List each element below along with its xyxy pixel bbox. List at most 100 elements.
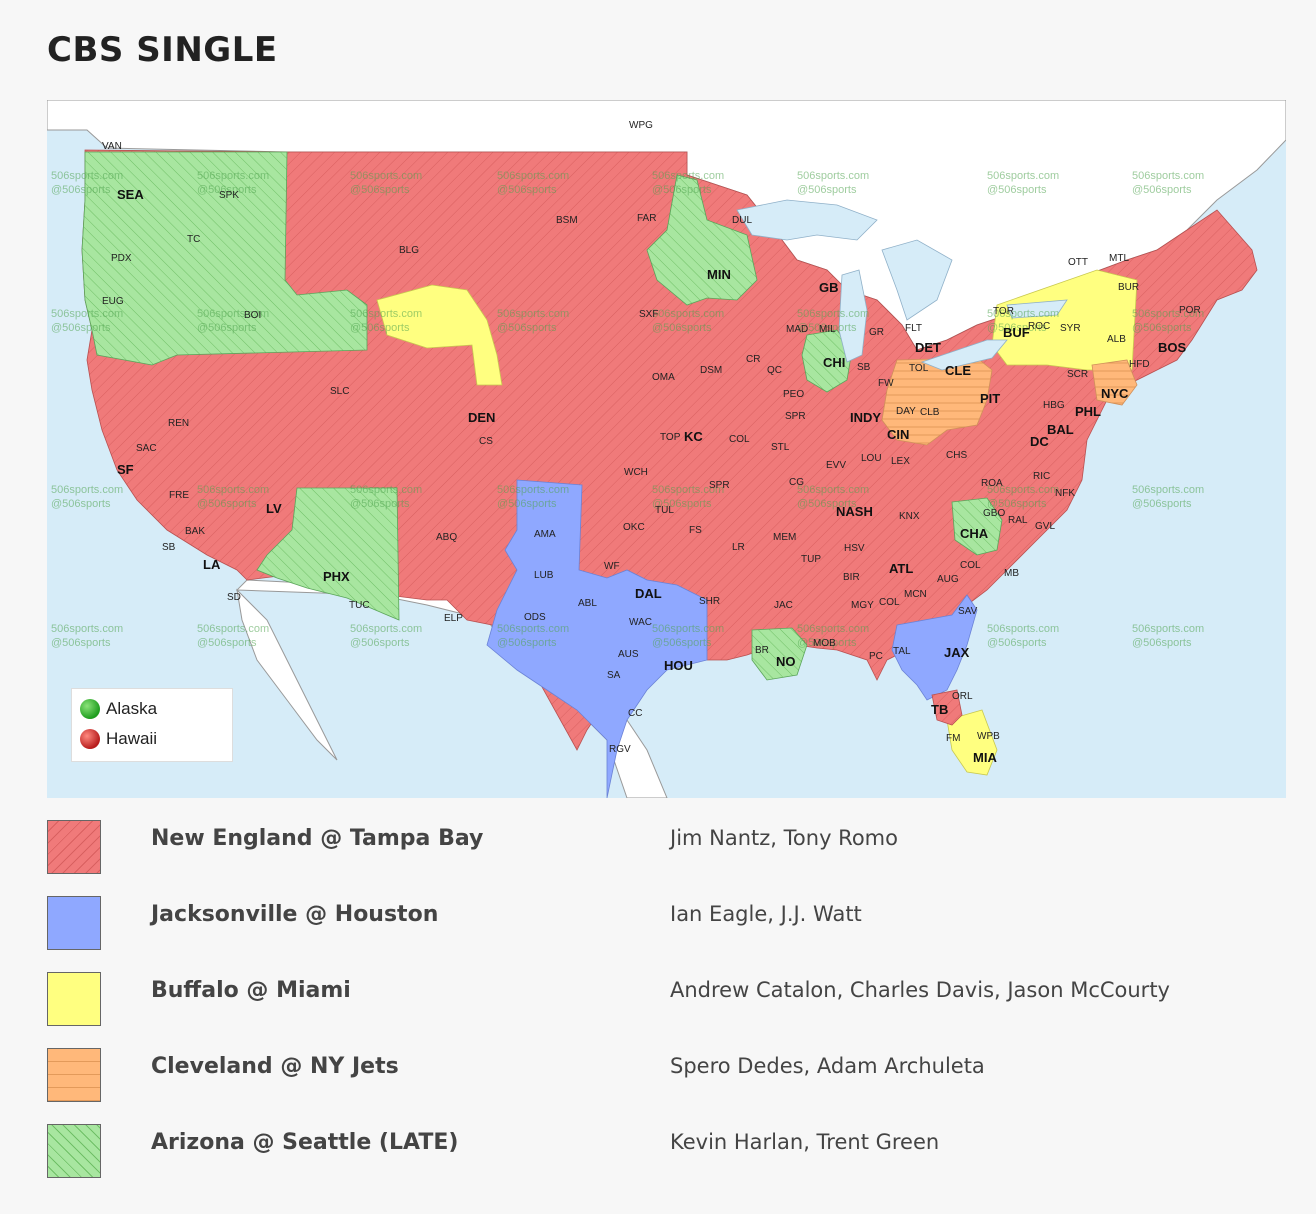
region-tb-fl bbox=[931, 689, 963, 726]
region-arizona-seattle-cha bbox=[951, 497, 1003, 556]
city-label: TOR bbox=[993, 306, 1014, 317]
svg-text:506sports.com: 506sports.com bbox=[51, 308, 123, 320]
city-label: TC bbox=[187, 234, 200, 245]
city-label: MCN bbox=[904, 589, 927, 600]
svg-text:506sports.com: 506sports.com bbox=[497, 623, 569, 635]
city-label: MIL bbox=[819, 324, 836, 335]
city-label: RAL bbox=[1008, 515, 1028, 526]
city-label: MEM bbox=[773, 532, 796, 543]
legend-game: Arizona @ Seattle (LATE) bbox=[151, 1130, 459, 1155]
city-label: STL bbox=[771, 442, 790, 453]
city-label: BOS bbox=[1158, 340, 1187, 355]
city-label: BUR bbox=[1118, 282, 1139, 293]
city-label: NASH bbox=[836, 504, 873, 519]
svg-text:@506sports: @506sports bbox=[987, 322, 1047, 334]
svg-text:@506sports: @506sports bbox=[797, 322, 857, 334]
legend-game: Jacksonville @ Houston bbox=[151, 902, 439, 927]
legend-crew: Kevin Harlan, Trent Green bbox=[670, 1130, 940, 1154]
city-label: LUB bbox=[534, 570, 554, 581]
legend-row: New England @ Tampa Bay Jim Nantz, Tony … bbox=[47, 820, 1286, 876]
region-arizona-seattle-no bbox=[751, 627, 808, 681]
city-label: WCH bbox=[624, 467, 648, 478]
svg-text:506sports.com: 506sports.com bbox=[51, 623, 123, 635]
city-label: SD bbox=[227, 592, 241, 603]
city-label: PEO bbox=[783, 389, 804, 400]
city-label: ODS bbox=[524, 612, 546, 623]
city-label: WAC bbox=[629, 617, 652, 628]
region-arizona-seattle-az bbox=[256, 487, 400, 621]
city-label: OTT bbox=[1068, 257, 1088, 268]
city-label: HOU bbox=[664, 658, 693, 673]
city-label: MIA bbox=[973, 750, 997, 765]
city-label: MTL bbox=[1109, 253, 1129, 264]
region-cleveland-ny-jets-nyc bbox=[1091, 359, 1138, 406]
city-label: LR bbox=[732, 542, 745, 553]
swatch-jacksonville-houston bbox=[47, 896, 101, 950]
city-label: CR bbox=[746, 354, 760, 365]
city-label: KNX bbox=[899, 511, 920, 522]
city-label: AUG bbox=[937, 574, 959, 585]
city-label: GBO bbox=[983, 508, 1005, 519]
svg-text:506sports.com: 506sports.com bbox=[197, 623, 269, 635]
city-label: JAC bbox=[774, 600, 793, 611]
lake-superior bbox=[736, 199, 878, 241]
red-dot-icon bbox=[80, 729, 100, 749]
region-jacksonville-houston-fl bbox=[891, 594, 978, 701]
svg-text:506sports.com: 506sports.com bbox=[652, 484, 724, 496]
svg-text:@506sports: @506sports bbox=[652, 637, 712, 649]
city-label: PHX bbox=[323, 569, 350, 584]
legend-game: Cleveland @ NY Jets bbox=[151, 1054, 399, 1079]
legend-crew: Ian Eagle, J.J. Watt bbox=[670, 902, 862, 926]
city-label: SHR bbox=[699, 596, 720, 607]
green-dot-icon bbox=[80, 699, 100, 719]
svg-text:506sports.com: 506sports.com bbox=[652, 170, 724, 182]
city-label: WPB bbox=[977, 731, 1000, 742]
svg-text:@506sports: @506sports bbox=[197, 322, 257, 334]
svg-text:506sports.com: 506sports.com bbox=[797, 308, 869, 320]
city-label: SB bbox=[162, 542, 176, 553]
city-label: LV bbox=[266, 501, 282, 516]
city-label: CIN bbox=[887, 427, 909, 442]
city-label: EUG bbox=[102, 296, 124, 307]
svg-text:506sports.com: 506sports.com bbox=[987, 308, 1059, 320]
svg-text:506sports.com: 506sports.com bbox=[987, 623, 1059, 635]
city-label: TOP bbox=[660, 432, 681, 443]
inset-legend-alaska: Alaska bbox=[80, 699, 157, 719]
city-label: TAL bbox=[893, 646, 911, 657]
city-label: FLT bbox=[905, 323, 922, 334]
svg-text:506sports.com: 506sports.com bbox=[350, 308, 422, 320]
svg-text:506sports.com: 506sports.com bbox=[197, 170, 269, 182]
city-label: ROA bbox=[981, 478, 1003, 489]
city-label: ALB bbox=[1107, 334, 1126, 345]
swatch-new-england-tampa-bay bbox=[47, 820, 101, 874]
svg-text:@506sports: @506sports bbox=[987, 184, 1047, 196]
city-label: SEA bbox=[117, 187, 144, 202]
city-label: JAX bbox=[944, 645, 970, 660]
city-label: TB bbox=[931, 702, 948, 717]
city-label: SPR bbox=[785, 411, 806, 422]
city-label: DUL bbox=[732, 215, 752, 226]
city-label: PHL bbox=[1075, 404, 1101, 419]
coverage-map: 506sports.com @506sports 506sports.com @50… bbox=[47, 100, 1286, 798]
city-label: QC bbox=[767, 365, 782, 376]
svg-text:506sports.com: 506sports.com bbox=[51, 170, 123, 182]
city-label: TUL bbox=[655, 505, 674, 516]
city-label: WPG bbox=[629, 120, 653, 131]
city-label: DAY bbox=[896, 406, 916, 417]
city-label: SYR bbox=[1060, 323, 1081, 334]
lake-huron bbox=[881, 239, 953, 321]
city-label: PC bbox=[869, 651, 883, 662]
svg-text:@506sports: @506sports bbox=[652, 322, 712, 334]
svg-text:506sports.com: 506sports.com bbox=[1132, 484, 1204, 496]
city-label: BAK bbox=[185, 526, 205, 537]
city-label: MOB bbox=[813, 638, 836, 649]
city-label: FS bbox=[689, 525, 702, 536]
city-label: BIR bbox=[843, 572, 860, 583]
svg-text:506sports.com: 506sports.com bbox=[350, 484, 422, 496]
svg-text:@506sports: @506sports bbox=[350, 184, 410, 196]
svg-text:506sports.com: 506sports.com bbox=[987, 170, 1059, 182]
svg-text:@506sports: @506sports bbox=[350, 322, 410, 334]
svg-text:506sports.com: 506sports.com bbox=[797, 170, 869, 182]
city-label: MGY bbox=[851, 600, 874, 611]
city-label: NYC bbox=[1101, 386, 1129, 401]
